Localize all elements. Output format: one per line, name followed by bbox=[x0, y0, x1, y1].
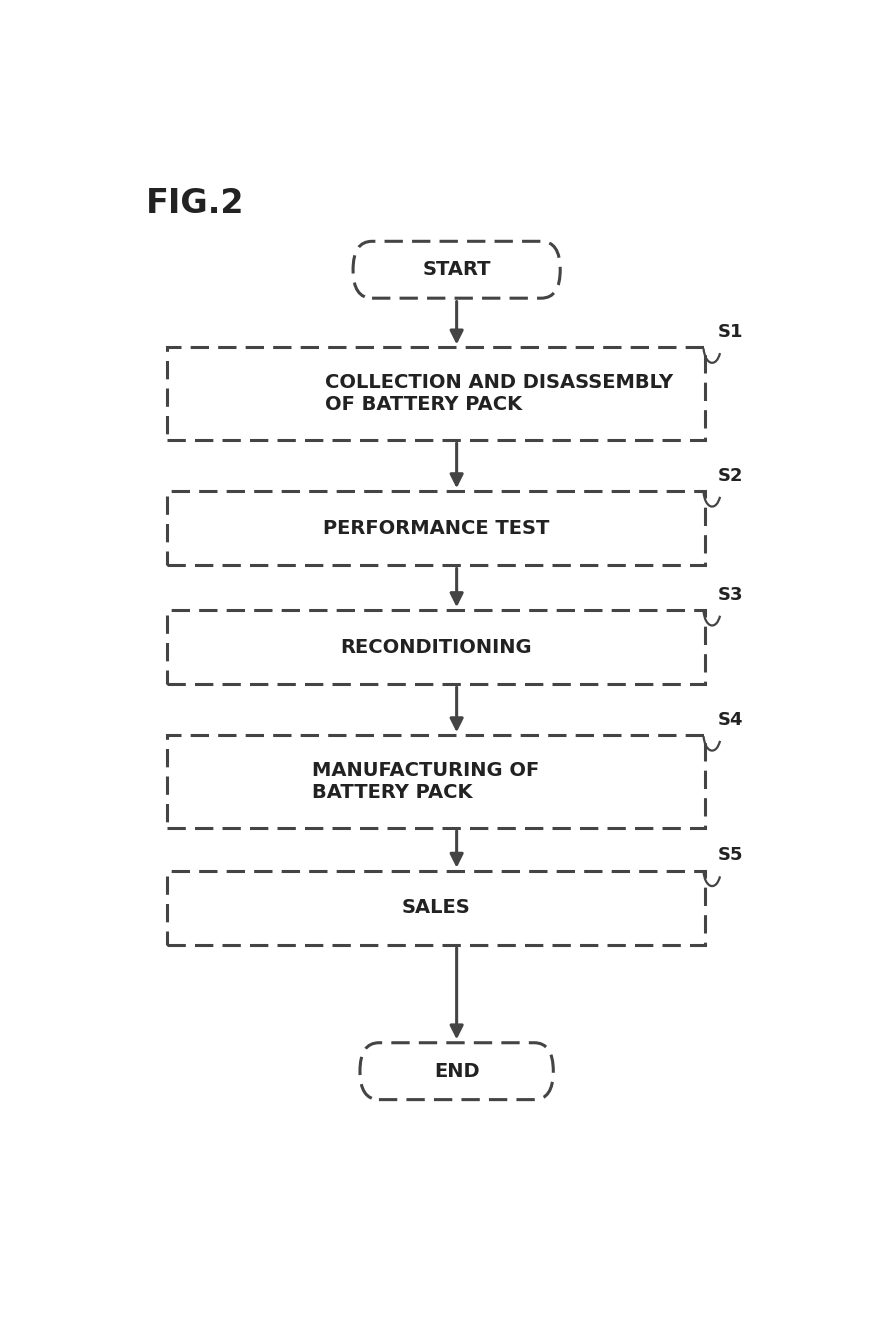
Text: S5: S5 bbox=[717, 846, 743, 865]
Text: END: END bbox=[434, 1062, 479, 1081]
Text: FIG.2: FIG.2 bbox=[146, 187, 244, 220]
Text: COLLECTION AND DISASSEMBLY
OF BATTERY PACK: COLLECTION AND DISASSEMBLY OF BATTERY PA… bbox=[325, 373, 674, 415]
Text: S1: S1 bbox=[717, 324, 743, 341]
Text: S4: S4 bbox=[717, 710, 743, 729]
FancyBboxPatch shape bbox=[167, 492, 706, 565]
Text: PERFORMANCE TEST: PERFORMANCE TEST bbox=[323, 518, 549, 537]
FancyBboxPatch shape bbox=[167, 735, 706, 829]
FancyBboxPatch shape bbox=[167, 348, 706, 441]
Text: RECONDITIONING: RECONDITIONING bbox=[340, 638, 532, 657]
FancyBboxPatch shape bbox=[360, 1042, 553, 1100]
Text: S2: S2 bbox=[717, 467, 743, 485]
Text: MANUFACTURING OF
BATTERY PACK: MANUFACTURING OF BATTERY PACK bbox=[312, 761, 539, 802]
Text: START: START bbox=[422, 261, 491, 279]
FancyBboxPatch shape bbox=[167, 610, 706, 685]
FancyBboxPatch shape bbox=[353, 242, 560, 298]
FancyBboxPatch shape bbox=[167, 870, 706, 945]
Text: S3: S3 bbox=[717, 586, 743, 604]
Text: SALES: SALES bbox=[402, 898, 470, 917]
